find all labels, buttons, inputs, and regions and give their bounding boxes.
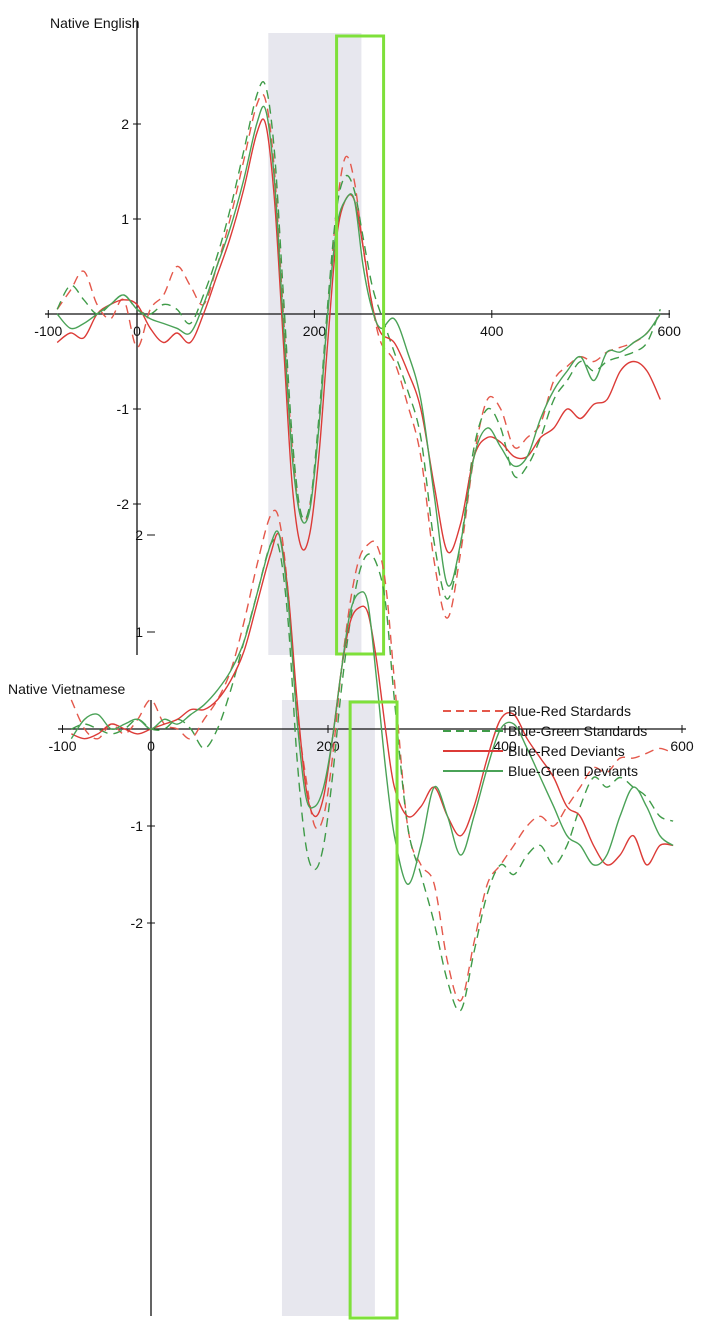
y-tick-label: 1 xyxy=(135,624,143,640)
legend-label: Blue-Green Standards xyxy=(508,723,647,739)
y-tick-label: -2 xyxy=(117,496,130,512)
series-line-blue-red-stardards xyxy=(56,93,661,619)
y-tick-label: -1 xyxy=(131,818,144,834)
y-tick-label: -1 xyxy=(117,401,130,417)
series-line-blue-red-deviants xyxy=(56,118,661,554)
y-tick-label: 2 xyxy=(135,527,143,543)
y-tick-label: -2 xyxy=(131,915,144,931)
legend-label: Blue-Red Deviants xyxy=(508,743,625,759)
y-tick-label: 2 xyxy=(121,116,129,132)
legend-label: Blue-Green Deviants xyxy=(508,763,638,779)
series-line-blue-red-stardards xyxy=(70,509,674,1002)
x-tick-label: 600 xyxy=(658,323,682,339)
chart-native-english: Native English -100 0 200 400 600 2 1 -1 -2 xyxy=(34,15,682,656)
series-line-blue-green-standards xyxy=(56,81,661,600)
highlight-box xyxy=(348,700,399,1320)
x-tick-label: -100 xyxy=(34,323,62,339)
x-tick-label: 400 xyxy=(480,323,504,339)
x-tick-label: 600 xyxy=(670,738,694,754)
series-line-blue-red-deviants xyxy=(71,532,674,866)
series-line-blue-green-deviants xyxy=(70,530,674,885)
series-line-blue-green-standards xyxy=(71,538,674,1012)
chart-title: Native English xyxy=(50,15,140,31)
y-tick-label: 1 xyxy=(121,211,129,227)
x-tick-label: 0 xyxy=(133,323,141,339)
x-tick-label: 0 xyxy=(147,738,155,754)
chart-title: Native Vietnamese xyxy=(8,681,125,697)
legend-label: Blue-Red Stardards xyxy=(508,703,631,719)
x-tick-label: 200 xyxy=(303,323,327,339)
highlight-box xyxy=(335,34,386,656)
x-tick-label: -100 xyxy=(48,738,76,754)
chart-native-vietnamese: Native Vietnamese -100 0 200 400 60021-1-2Bl… xyxy=(8,509,694,1320)
shaded-window xyxy=(281,700,375,1316)
series-line-blue-green-deviants xyxy=(56,105,661,587)
chart-legend: Blue-Red Stardards Blue-Green Standards Bl… xyxy=(443,703,647,779)
